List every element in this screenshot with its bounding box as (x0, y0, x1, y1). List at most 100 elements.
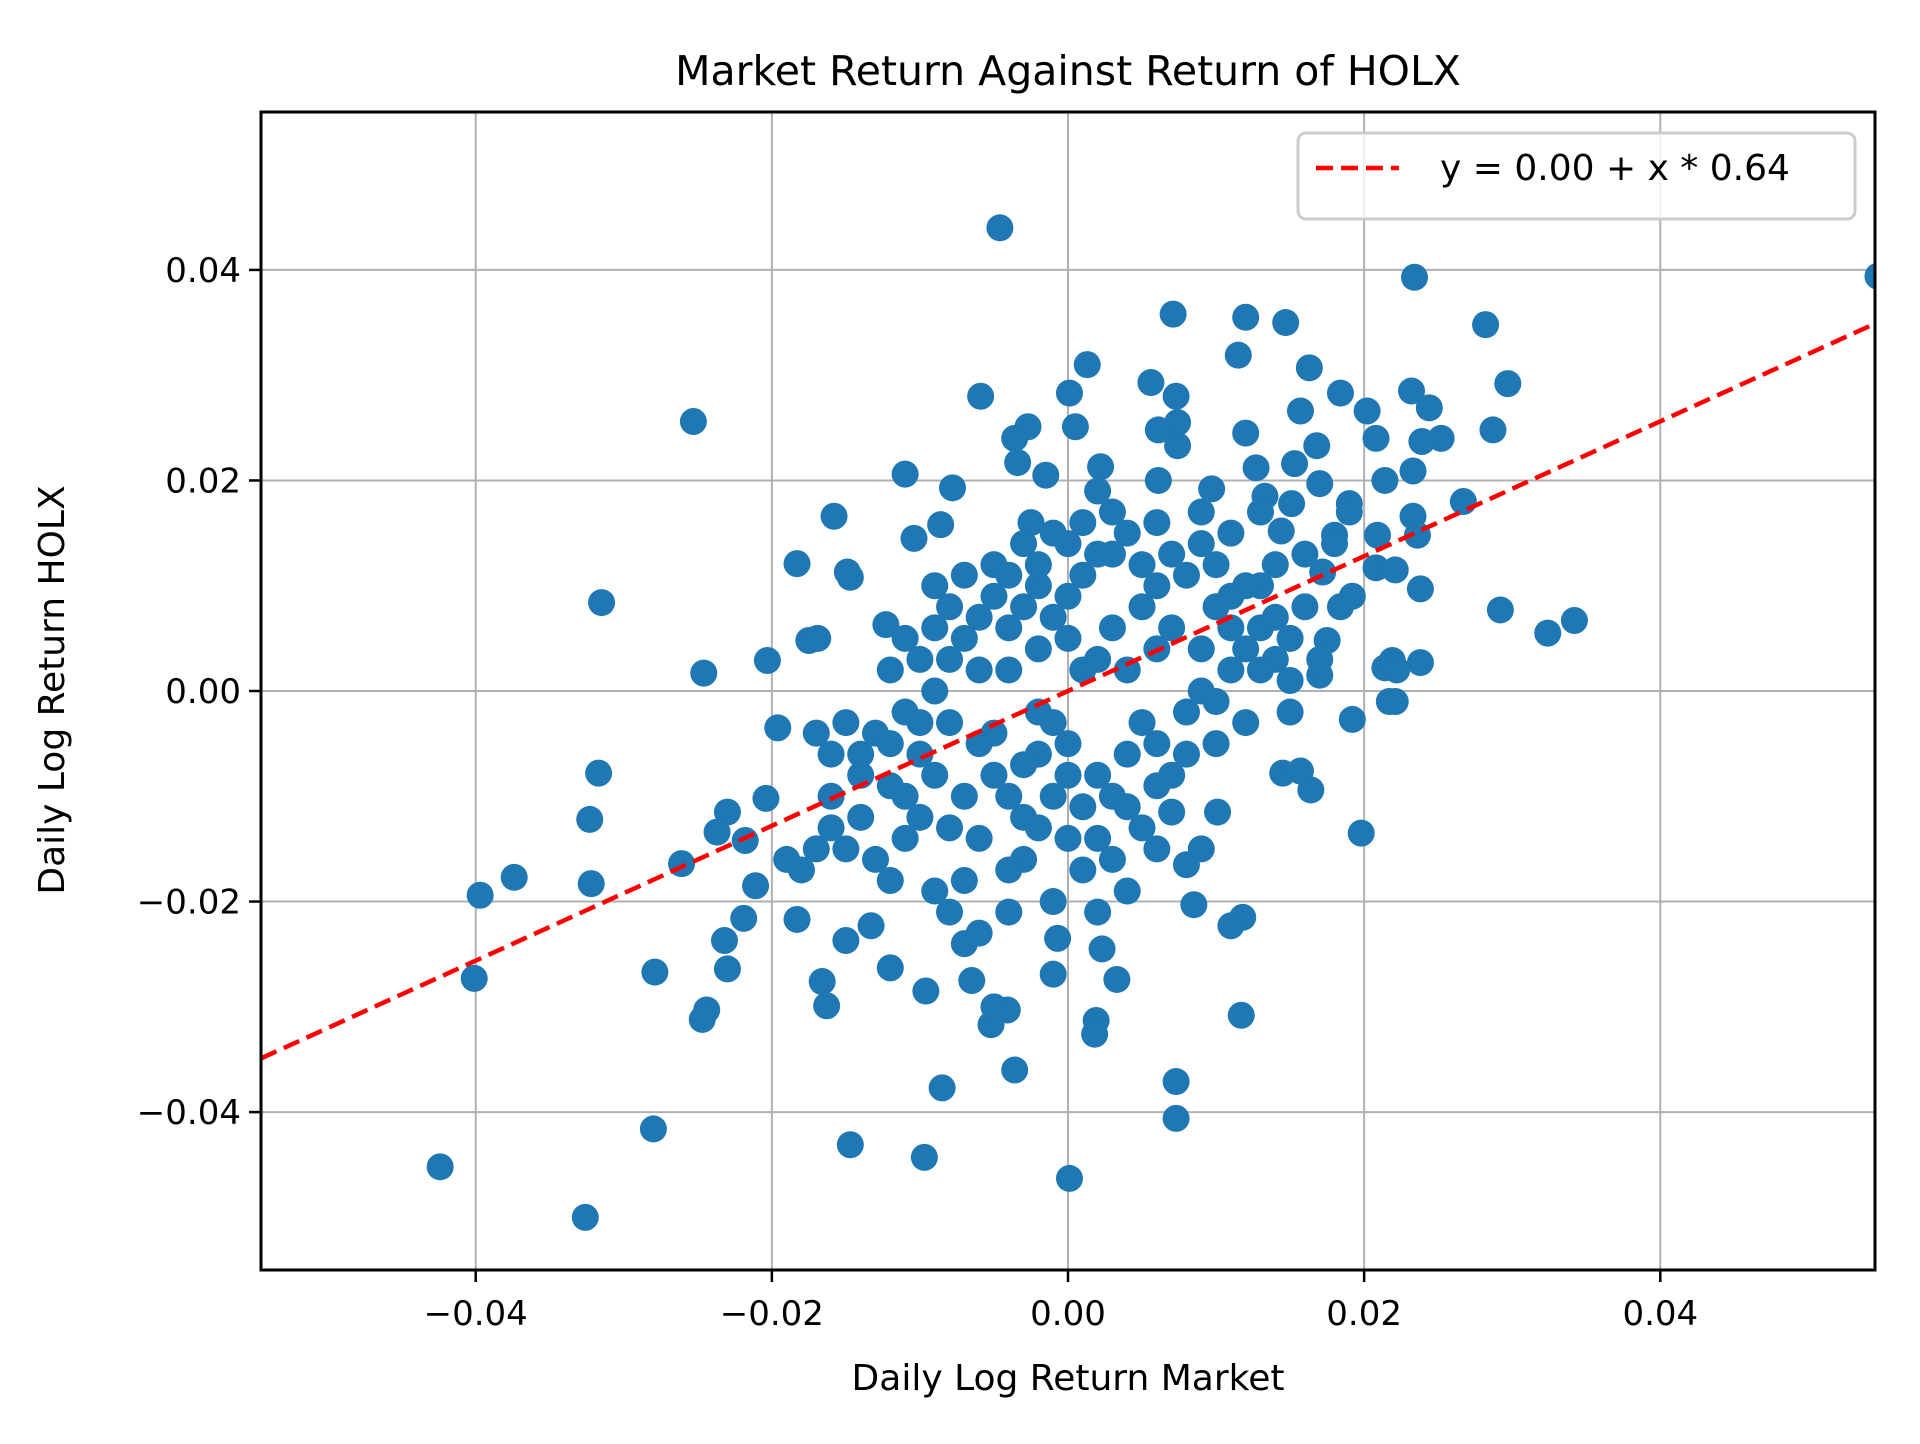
data-point (1073, 351, 1101, 379)
data-point (1232, 572, 1260, 600)
data-point (1039, 888, 1067, 916)
data-point (1276, 698, 1304, 726)
data-point (1398, 377, 1426, 405)
data-point (936, 645, 964, 673)
data-point (1158, 540, 1186, 568)
data-point (891, 460, 919, 488)
data-point (876, 656, 904, 684)
data-point (1084, 761, 1112, 789)
data-point (1172, 561, 1200, 589)
data-point (1202, 551, 1230, 579)
data-point (1069, 561, 1097, 589)
x-axis-label: Daily Log Return Market (852, 1358, 1285, 1399)
data-point (1187, 835, 1215, 863)
data-point (891, 782, 919, 810)
data-point (1406, 649, 1434, 677)
data-point (1864, 263, 1875, 290)
data-point (1381, 556, 1409, 584)
data-point (1164, 432, 1192, 460)
data-point (1055, 1164, 1083, 1192)
data-point (1295, 354, 1323, 382)
data-point (906, 645, 934, 673)
data-point (703, 818, 731, 846)
data-point (1224, 341, 1252, 369)
data-point (1267, 517, 1295, 545)
data-point (1054, 730, 1082, 758)
data-point (910, 1143, 938, 1171)
data-point (690, 659, 718, 687)
data-point (1326, 593, 1354, 621)
chart-title: Market Return Against Return of HOLX (675, 47, 1461, 95)
data-point (1010, 751, 1038, 779)
data-point (1158, 614, 1186, 642)
data-point (965, 656, 993, 684)
data-point (679, 408, 707, 436)
data-point (1001, 1056, 1029, 1084)
data-point (980, 761, 1008, 789)
x-axis-ticks: −0.04 −0.02 0.00 0.02 0.04 (424, 1270, 1698, 1334)
data-point (710, 926, 738, 954)
data-point (921, 761, 949, 789)
data-point (1534, 619, 1562, 647)
data-point (980, 582, 1008, 610)
data-point (1202, 730, 1230, 758)
data-point (804, 624, 832, 652)
data-point (1172, 740, 1200, 768)
data-point (912, 977, 940, 1005)
data-point (1039, 603, 1067, 631)
data-point (1098, 845, 1126, 873)
data-point (1069, 656, 1097, 684)
data-point (1081, 1020, 1109, 1048)
data-point (958, 967, 986, 994)
x-tick-label: 0.02 (1326, 1294, 1402, 1334)
data-point (1560, 606, 1588, 634)
data-point (1032, 461, 1060, 489)
data-point (891, 624, 919, 652)
data-point (939, 474, 967, 502)
data-point (1242, 454, 1270, 482)
data-point (1069, 509, 1097, 537)
data-point (1098, 614, 1126, 642)
y-axis-label: Daily Log Return HOLX (32, 485, 73, 894)
data-point (1143, 509, 1171, 537)
data-point (731, 826, 759, 854)
data-point (817, 740, 845, 768)
data-point (995, 782, 1023, 810)
data-point (817, 814, 845, 842)
data-point (1054, 624, 1082, 652)
data-point (1449, 488, 1477, 516)
data-point (1162, 382, 1190, 410)
data-point (1187, 635, 1215, 663)
data-point (965, 919, 993, 947)
data-point (1335, 498, 1363, 526)
data-point (1371, 466, 1399, 494)
data-point (639, 1115, 667, 1143)
y-axis-ticks: −0.04 −0.02 0.00 0.02 0.04 (137, 251, 261, 1133)
data-point (1202, 688, 1230, 716)
data-point (950, 782, 978, 810)
data-point (1010, 530, 1038, 558)
data-point (995, 856, 1023, 884)
data-point (876, 866, 904, 894)
legend-box (1296, 131, 1857, 221)
data-point (1113, 793, 1141, 821)
data-point (577, 870, 605, 898)
data-point (1039, 960, 1067, 988)
data-point (1338, 705, 1366, 733)
data-point (1232, 303, 1260, 331)
data-point (817, 782, 845, 810)
data-point (1054, 761, 1082, 789)
data-point (1113, 877, 1141, 905)
data-point (1024, 814, 1052, 842)
data-point (967, 382, 995, 410)
data-point (1232, 635, 1260, 663)
data-point (1406, 575, 1434, 603)
data-point (1084, 898, 1112, 926)
data-point (1055, 379, 1083, 407)
x-tick-label: −0.04 (424, 1294, 528, 1334)
data-point (588, 589, 616, 617)
data-point (980, 719, 1008, 747)
data-point (1187, 498, 1215, 526)
data-point (730, 904, 758, 932)
data-point (995, 614, 1023, 642)
